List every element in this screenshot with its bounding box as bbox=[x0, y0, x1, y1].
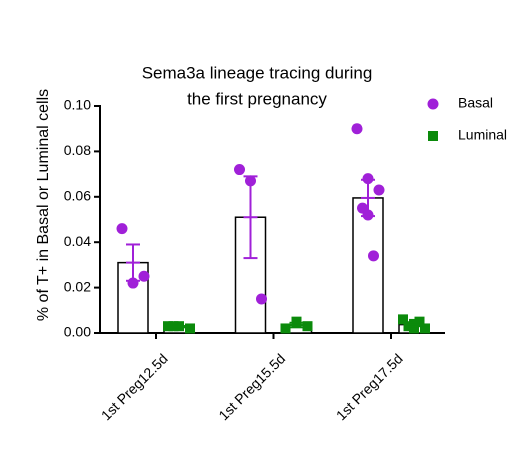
data-point bbox=[414, 316, 425, 327]
chart-title: the first pregnancy bbox=[187, 89, 327, 108]
data-point bbox=[280, 323, 291, 334]
data-point bbox=[362, 173, 374, 185]
x-tick-label: 1st Preg12.5d bbox=[98, 350, 171, 423]
legend-marker bbox=[427, 98, 439, 110]
chart-title: Sema3a lineage tracing during bbox=[142, 63, 373, 82]
data-point bbox=[368, 250, 379, 262]
y-tick-label: 0.10 bbox=[64, 97, 91, 113]
x-tick-label: 1st Preg15.5d bbox=[215, 350, 288, 423]
data-point bbox=[398, 314, 408, 325]
x-tick-label: 1st Preg17.5d bbox=[333, 350, 406, 423]
y-tick-label: 0.04 bbox=[64, 233, 91, 249]
legend-label: Luminal bbox=[458, 127, 507, 143]
y-tick-label: 0.00 bbox=[64, 324, 91, 340]
data-point bbox=[351, 123, 363, 135]
y-axis-label: % of T+ in Basal or Luminal cells bbox=[35, 89, 52, 321]
y-tick-label: 0.06 bbox=[64, 188, 91, 204]
data-point bbox=[256, 293, 267, 305]
data-point bbox=[409, 323, 419, 334]
data-point bbox=[420, 323, 430, 334]
data-point bbox=[302, 321, 313, 332]
data-point bbox=[291, 316, 302, 327]
legend-label: Basal bbox=[458, 95, 493, 111]
data-point bbox=[234, 164, 245, 176]
y-tick-label: 0.08 bbox=[64, 142, 91, 158]
data-point bbox=[138, 270, 150, 282]
data-point bbox=[373, 184, 385, 196]
legend-marker bbox=[428, 131, 438, 141]
data-point bbox=[163, 321, 173, 332]
data-point bbox=[185, 323, 195, 334]
y-tick-label: 0.02 bbox=[64, 278, 91, 294]
data-point bbox=[116, 223, 128, 235]
